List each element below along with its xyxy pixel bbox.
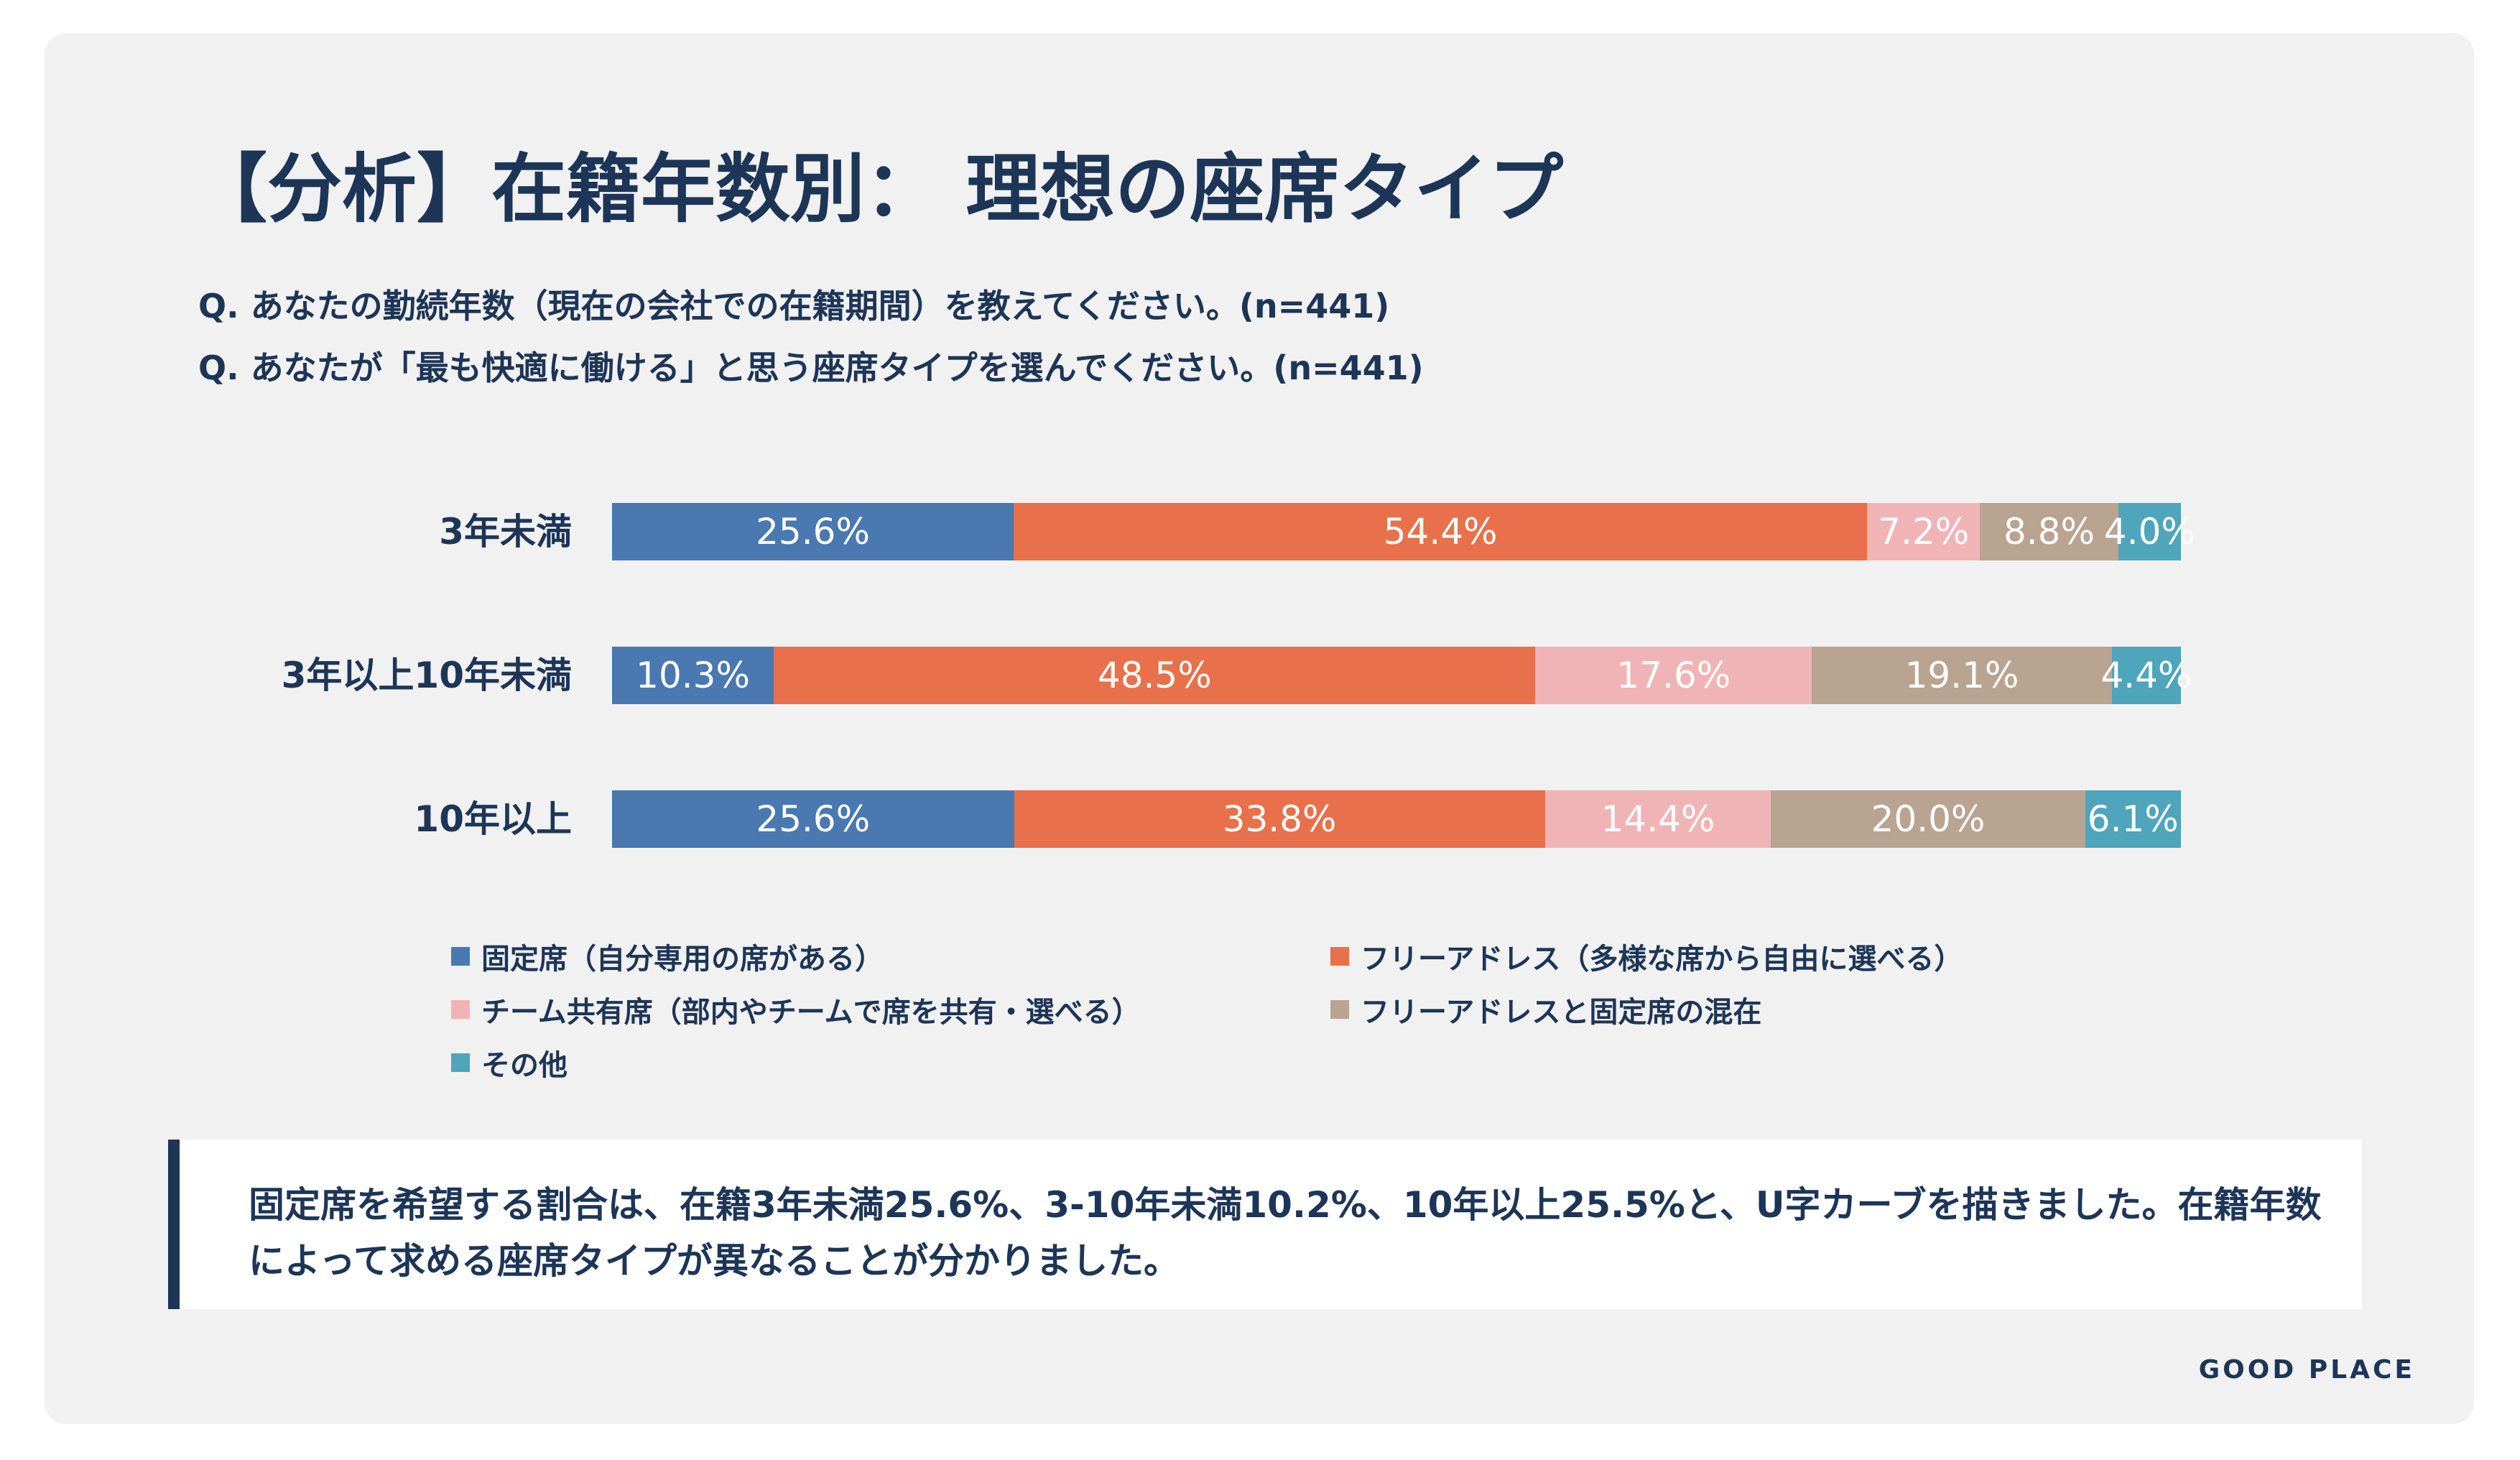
bar-segment: 17.6% bbox=[1535, 647, 1812, 704]
data-label: 54.4% bbox=[1383, 511, 1498, 553]
legend-item: その他 bbox=[451, 1042, 568, 1084]
data-label: 4.0% bbox=[2103, 511, 2195, 553]
legend-label: チーム共有席（部内やチームで席を共有・選べる） bbox=[481, 996, 1141, 1029]
legend-item: チーム共有席（部内やチームで席を共有・選べる） bbox=[451, 989, 1141, 1030]
data-label: 25.6% bbox=[756, 511, 870, 553]
bar-segment: 19.1% bbox=[1812, 647, 2112, 704]
data-label: 8.8% bbox=[2004, 511, 2095, 553]
data-label: 14.4% bbox=[1601, 798, 1715, 840]
legend-label: フリーアドレス（多様な席から自由に選べる） bbox=[1361, 943, 1963, 976]
data-label: 20.0% bbox=[1871, 798, 1986, 840]
bar-segment: 4.0% bbox=[2104, 503, 2195, 560]
legend-item: フリーアドレスと固定席の混在 bbox=[1330, 989, 1761, 1030]
summary-note: 固定席を希望する割合は、在籍3年未満25.6%、3-10年未満10.2%、10年… bbox=[168, 1140, 2362, 1309]
legend-swatch bbox=[451, 1000, 470, 1019]
bar-segment: 10.3% bbox=[612, 647, 774, 704]
data-label: 6.1% bbox=[2087, 798, 2179, 840]
bar-segment: 4.4% bbox=[2100, 647, 2192, 704]
bar-segment: 8.8% bbox=[1980, 503, 2118, 560]
bar-row: 10.3% 48.5% 17.6% 19.1% 4.4% bbox=[612, 647, 2192, 704]
page-title: 【分析】在籍年数別： 理想の座席タイプ bbox=[193, 145, 1564, 233]
data-label: 25.6% bbox=[756, 798, 871, 840]
bar-segment: 33.8% bbox=[1014, 790, 1545, 848]
legend-swatch bbox=[451, 947, 470, 966]
category-label: 3年未満 bbox=[439, 511, 572, 553]
bar-segment: 25.6% bbox=[612, 790, 1014, 848]
bar-row: 25.6% 54.4% 7.2% 8.8% 4.0% bbox=[612, 503, 2195, 560]
legend-swatch bbox=[1330, 947, 1349, 966]
bar-segment: 20.0% bbox=[1771, 790, 2085, 848]
category-label: 3年以上10年未満 bbox=[281, 655, 572, 696]
question-1: Q. あなたの勤続年数（現在の会社での在籍期間）を教えてください。(n=441) bbox=[198, 287, 1390, 325]
bar-segment: 54.4% bbox=[1014, 503, 1868, 560]
legend-swatch bbox=[1330, 1000, 1349, 1019]
data-label: 19.1% bbox=[1904, 655, 2019, 696]
data-label: 17.6% bbox=[1616, 655, 1731, 696]
bar-segment: 25.6% bbox=[612, 503, 1014, 560]
legend-item: 固定席（自分専用の席がある） bbox=[451, 935, 884, 977]
category-label: 10年以上 bbox=[414, 798, 572, 840]
legend-label: その他 bbox=[481, 1049, 568, 1082]
brand-logo-text: GOOD PLACE bbox=[2198, 1355, 2415, 1385]
bar-segment: 14.4% bbox=[1544, 790, 1771, 848]
legend-item: フリーアドレス（多様な席から自由に選べる） bbox=[1330, 935, 1963, 977]
summary-text: 固定席を希望する割合は、在籍3年未満25.6%、3-10年未満10.2%、10年… bbox=[249, 1184, 2322, 1282]
bar-segment: 48.5% bbox=[774, 647, 1536, 704]
legend-label: 固定席（自分専用の席がある） bbox=[481, 943, 884, 976]
bar-segment: 7.2% bbox=[1867, 503, 1981, 560]
legend-swatch bbox=[451, 1053, 470, 1072]
bar-segment: 6.1% bbox=[2085, 790, 2181, 848]
data-label: 10.3% bbox=[636, 655, 750, 696]
data-label: 4.4% bbox=[2100, 655, 2192, 696]
data-label: 48.5% bbox=[1097, 655, 1212, 696]
legend-label: フリーアドレスと固定席の混在 bbox=[1361, 996, 1762, 1029]
data-label: 7.2% bbox=[1878, 511, 1970, 553]
bar-row: 25.6% 33.8% 14.4% 20.0% 6.1% bbox=[612, 790, 2181, 848]
data-label: 33.8% bbox=[1222, 798, 1337, 840]
question-2: Q. あなたが「最も快適に働ける」と思う座席タイプを選んでください。(n=441… bbox=[198, 348, 1424, 387]
